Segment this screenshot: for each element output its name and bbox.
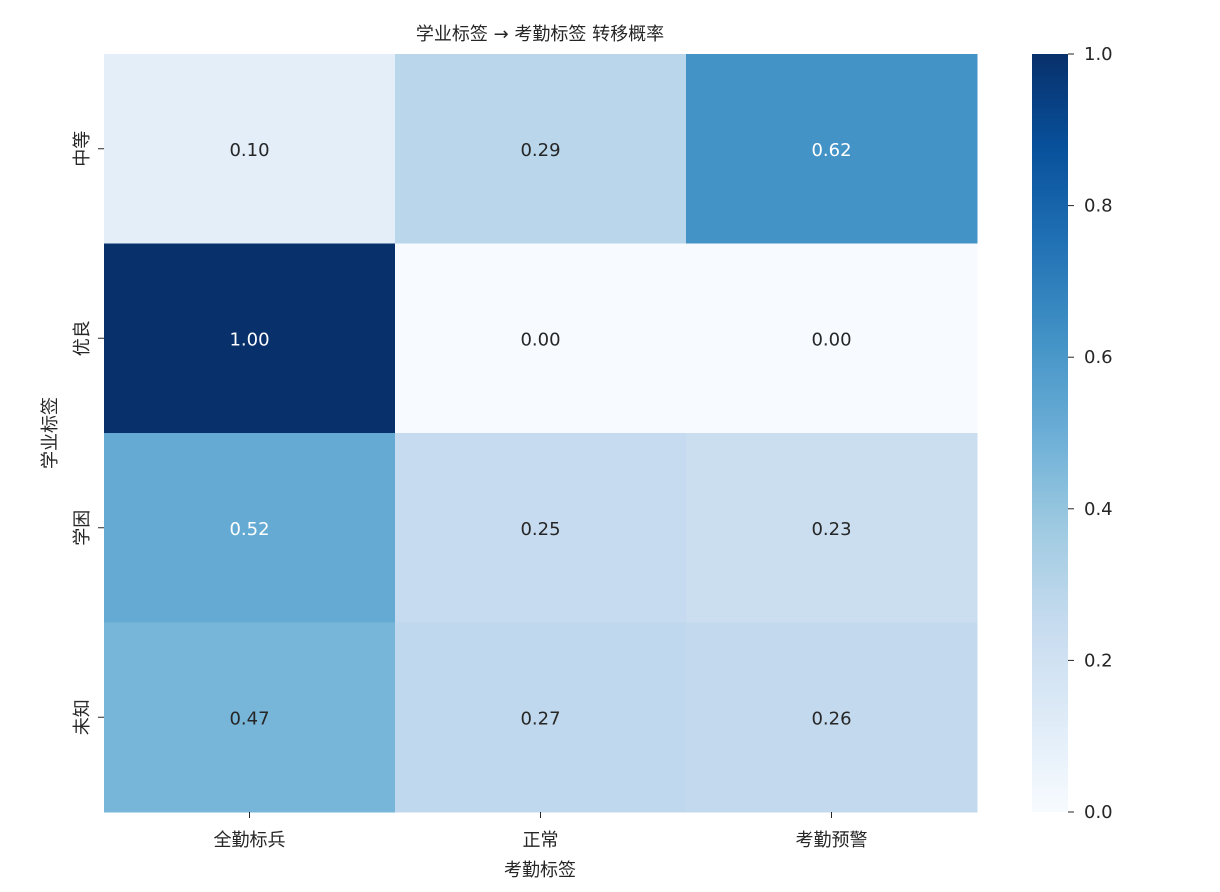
heatmap-cell bbox=[104, 433, 396, 623]
cell-value-label: 0.00 bbox=[520, 329, 560, 350]
y-tick-label: 未知 bbox=[72, 699, 93, 735]
heatmap-cell bbox=[395, 54, 687, 244]
y-tick-label: 学困 bbox=[72, 510, 93, 546]
colorbar-tick-label: 0.6 bbox=[1084, 347, 1113, 368]
cell-value-label: 1.00 bbox=[229, 329, 269, 350]
x-tick-label: 正常 bbox=[523, 830, 559, 851]
y-axis-label: 学业标签 bbox=[40, 397, 61, 469]
heatmap-cell bbox=[686, 433, 978, 623]
colorbar-ticks: 0.0 0.2 0.4 0.6 0.8 1.0 bbox=[1068, 44, 1113, 823]
cell-value-label: 0.29 bbox=[520, 140, 560, 161]
cell-value-label: 0.23 bbox=[811, 519, 851, 540]
colorbar-tick-label: 1.0 bbox=[1084, 44, 1113, 65]
x-axis-label: 考勤标签 bbox=[504, 860, 576, 881]
heatmap-cell bbox=[104, 622, 396, 813]
cell-value-label: 0.00 bbox=[811, 329, 851, 350]
cell-value-label: 0.25 bbox=[520, 519, 560, 540]
cell-value-label: 0.10 bbox=[229, 140, 269, 161]
heatmap-value-labels: 0.10 0.29 0.62 1.00 0.00 0.00 0.52 0.25 0.23 0.47… bbox=[229, 140, 851, 730]
colorbar-tick-label: 0.8 bbox=[1084, 196, 1113, 217]
colorbar bbox=[1032, 54, 1068, 812]
heatmap-cell bbox=[104, 54, 396, 244]
heatmap-cell bbox=[395, 433, 687, 623]
y-tick-label: 中等 bbox=[72, 131, 93, 167]
heatmap-cells bbox=[104, 54, 978, 813]
colorbar-tick-label: 0.2 bbox=[1084, 650, 1113, 671]
x-axis-ticks: 全勤标兵 正常 考勤预警 bbox=[214, 812, 868, 851]
cell-value-label: 0.62 bbox=[811, 140, 851, 161]
heatmap-cell bbox=[686, 622, 978, 813]
colorbar-tick-label: 0.0 bbox=[1084, 802, 1113, 823]
cell-value-label: 0.52 bbox=[229, 519, 269, 540]
x-tick-label: 考勤预警 bbox=[796, 830, 868, 851]
heatmap-cell bbox=[104, 243, 396, 434]
cell-value-label: 0.26 bbox=[811, 708, 851, 729]
y-tick-label: 优良 bbox=[72, 320, 93, 356]
chart-title: 学业标签 → 考勤标签 转移概率 bbox=[416, 24, 664, 45]
cell-value-label: 0.27 bbox=[520, 708, 560, 729]
heatmap-cell bbox=[686, 54, 978, 244]
colorbar-tick-label: 0.4 bbox=[1084, 499, 1113, 520]
heatmap-cell bbox=[686, 243, 978, 434]
x-tick-label: 全勤标兵 bbox=[214, 830, 286, 851]
heatmap-cell bbox=[395, 622, 687, 813]
cell-value-label: 0.47 bbox=[229, 708, 269, 729]
heatmap-cell bbox=[395, 243, 687, 434]
